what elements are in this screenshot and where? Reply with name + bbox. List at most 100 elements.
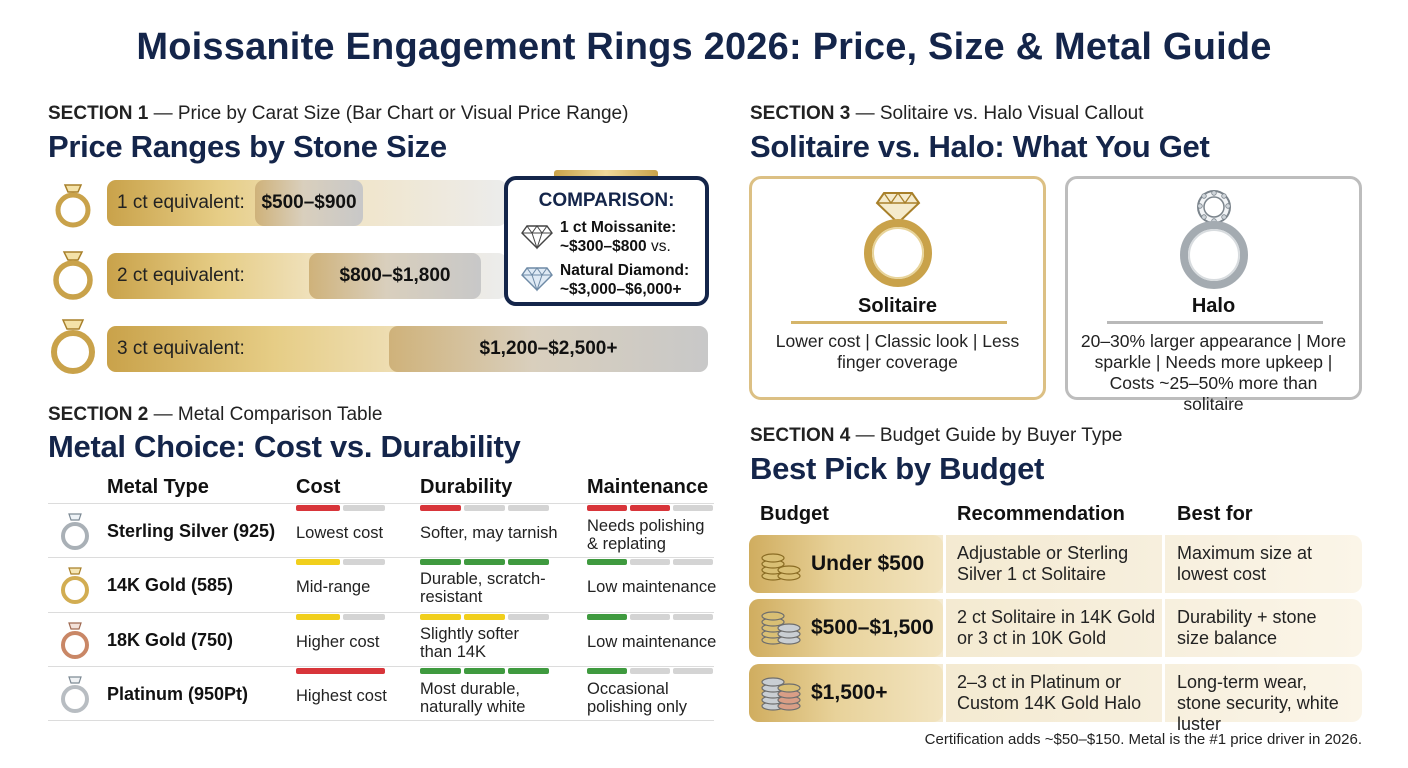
page-title: Moissanite Engagement Rings 2026: Price,… bbox=[136, 26, 1272, 68]
comparison-diamond: Natural Diamond: ~$3,000–$6,000+ bbox=[560, 262, 690, 298]
footnote: Certification adds ~$50–$150. Metal is t… bbox=[924, 731, 1362, 748]
rating-segment bbox=[630, 668, 670, 674]
divider bbox=[1162, 664, 1165, 722]
section2-label: SECTION 2 — Metal Comparison Table bbox=[48, 404, 383, 425]
rating-segment bbox=[464, 668, 505, 674]
maintenance-text: Low maintenance bbox=[587, 633, 717, 651]
durability-text: Slightly softer than 14K bbox=[420, 625, 520, 661]
budget-text: $1,500+ bbox=[811, 681, 888, 704]
rating-segment bbox=[420, 505, 461, 511]
budget-text: Under $500 bbox=[811, 552, 925, 575]
rating-segment bbox=[296, 668, 385, 674]
rating-segment bbox=[296, 559, 340, 565]
rating-segment bbox=[508, 505, 549, 511]
col-header-durability: Durability bbox=[420, 476, 513, 498]
rating-segment bbox=[673, 614, 713, 620]
durability-text: Most durable, naturally white bbox=[420, 680, 526, 716]
bar-label: 3 ct equivalent: bbox=[117, 338, 245, 359]
coin-stack-icon bbox=[761, 677, 801, 711]
recommendation-text: Adjustable or Sterling Silver 1 ct Solit… bbox=[957, 543, 1129, 584]
maintenance-text: Low maintenance bbox=[587, 578, 717, 596]
metal-name: Sterling Silver (925) bbox=[107, 521, 276, 541]
col-header-cost: Cost bbox=[296, 476, 341, 498]
rating-segment bbox=[296, 505, 340, 511]
metal-name: 14K Gold (585) bbox=[107, 575, 234, 595]
divider bbox=[1162, 535, 1165, 593]
rating-segment bbox=[630, 559, 670, 565]
comparison-box: COMPARISON: 1 ct Moissanite: ~$300–$800 … bbox=[504, 176, 709, 306]
solitaire-ring-icon bbox=[864, 191, 932, 287]
rating-segment bbox=[508, 614, 549, 620]
best-for-text: Maximum size at lowest cost bbox=[1177, 543, 1313, 584]
bar-range: $1,200–$2,500+ bbox=[389, 326, 708, 372]
durability-text: Durable, scratch-resistant bbox=[420, 570, 546, 606]
recommendation-text: 2 ct Solitaire in 14K Gold or 3 ct in 10… bbox=[957, 607, 1156, 648]
comparison-moissanite: 1 ct Moissanite: ~$300–$800 vs. bbox=[560, 219, 677, 255]
rating-segment bbox=[587, 559, 627, 565]
solitaire-card: Solitaire Lower cost | Classic look | Le… bbox=[749, 176, 1046, 400]
bar-range: $500–$900 bbox=[255, 180, 363, 226]
section4-heading: Best Pick by Budget bbox=[750, 451, 1045, 486]
rating-segment bbox=[420, 614, 461, 620]
col-header-best-for: Best for bbox=[1177, 503, 1253, 525]
rating-segment bbox=[343, 614, 385, 620]
section4-label: SECTION 4 — Budget Guide by Buyer Type bbox=[750, 425, 1123, 446]
divider bbox=[943, 535, 946, 593]
maintenance-text: Occasional polishing only bbox=[587, 680, 687, 716]
row-divider bbox=[48, 503, 714, 504]
rating-segment bbox=[420, 668, 461, 674]
diamond-icon bbox=[521, 267, 553, 292]
best-for-text: Long-term wear, stone security, white lu… bbox=[1177, 672, 1339, 734]
col-header-maintenance: Maintenance bbox=[587, 476, 709, 498]
gold-ring-icon bbox=[61, 567, 89, 604]
rating-segment bbox=[587, 505, 627, 511]
price-bar-1ct: 1 ct equivalent: $500–$900 bbox=[107, 180, 507, 226]
rating-segment bbox=[587, 668, 627, 674]
rating-segment bbox=[508, 668, 549, 674]
comparison-title: COMPARISON: bbox=[538, 190, 675, 211]
bar-label: 2 ct equivalent: bbox=[117, 265, 245, 286]
rating-segment bbox=[508, 559, 549, 565]
budget-row: $1,500+ 2–3 ct in Platinum or Custom 14K… bbox=[749, 664, 1362, 734]
budget-row: $500–$1,500 2 ct Solitaire in 14K Gold o… bbox=[749, 599, 1362, 657]
rating-segment bbox=[343, 505, 385, 511]
coin-stack-icon bbox=[761, 611, 801, 645]
row-divider bbox=[48, 720, 714, 721]
rating-segment bbox=[464, 614, 505, 620]
budget-text: $500–$1,500 bbox=[811, 616, 934, 639]
bar-range: $800–$1,800 bbox=[309, 253, 481, 299]
comparison-tab bbox=[554, 170, 658, 179]
rating-segment bbox=[296, 614, 340, 620]
rating-segment bbox=[587, 614, 627, 620]
section3-heading: Solitaire vs. Halo: What You Get bbox=[750, 129, 1210, 164]
rating-segment bbox=[673, 505, 713, 511]
bar-label: 1 ct equivalent: bbox=[117, 192, 245, 213]
coin-stack-icon bbox=[761, 553, 801, 581]
row-divider bbox=[48, 612, 714, 613]
price-bar-2ct: 2 ct equivalent: $800–$1,800 bbox=[107, 253, 507, 299]
rating-segment bbox=[630, 505, 670, 511]
rating-segment bbox=[464, 559, 505, 565]
halo-title: Halo bbox=[1191, 295, 1236, 317]
cost-text: Mid-range bbox=[296, 578, 371, 596]
halo-ring-icon bbox=[1180, 190, 1248, 289]
recommendation-text: 2–3 ct in Platinum or Custom 14K Gold Ha… bbox=[957, 672, 1142, 713]
durability-text: Softer, may tarnish bbox=[420, 524, 558, 542]
rating-segment bbox=[673, 559, 713, 565]
section2-heading: Metal Choice: Cost vs. Durability bbox=[48, 429, 521, 464]
col-header-metal: Metal Type bbox=[107, 476, 209, 498]
rating-segment bbox=[343, 559, 385, 565]
solitaire-description: Lower cost | Classic look | Less finger … bbox=[775, 331, 1020, 372]
col-header-budget: Budget bbox=[760, 503, 829, 525]
halo-description: 20–30% larger appearance | More sparkle … bbox=[1080, 331, 1347, 414]
rating-segment bbox=[464, 505, 505, 511]
gold-ring-icon bbox=[53, 251, 93, 300]
diamond-icon bbox=[521, 225, 553, 250]
section3-label: SECTION 3 — Solitaire vs. Halo Visual Ca… bbox=[750, 103, 1144, 124]
halo-card: Halo 20–30% larger appearance | More spa… bbox=[1065, 176, 1362, 414]
gold-ring-icon bbox=[51, 319, 95, 374]
section1-label: SECTION 1 — Price by Carat Size (Bar Cha… bbox=[48, 103, 629, 124]
solitaire-title: Solitaire bbox=[858, 295, 937, 317]
divider bbox=[1107, 321, 1323, 324]
col-header-recommendation: Recommendation bbox=[957, 503, 1125, 525]
